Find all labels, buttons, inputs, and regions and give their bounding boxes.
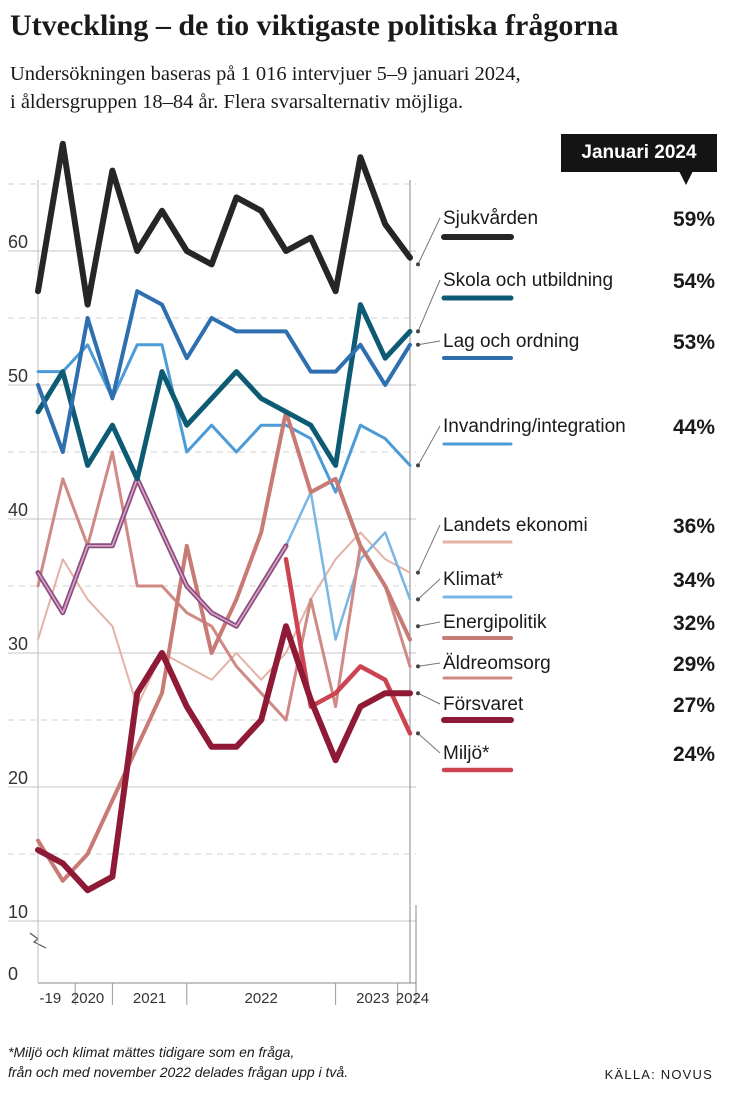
legend-leader-dot [416, 329, 420, 334]
period-badge: Januari 2024 [561, 134, 717, 172]
x-tick-label: 2024 [396, 990, 429, 1007]
series-line-4 [36, 343, 412, 494]
series-line-7 [36, 409, 412, 883]
x-tick-label: -19 [40, 990, 62, 1007]
legend-series-name: Sjukvården [443, 208, 538, 229]
x-tick-label: 2023 [356, 990, 389, 1007]
legend-series-name: Klimat* [443, 569, 504, 590]
chart-subtitle: Undersökningen baseras på 1 016 intervju… [10, 60, 730, 116]
legend: Sjukvården 59% Skola och utbildning 54% Lag … [416, 208, 715, 773]
legend-value-label: 29% [673, 653, 715, 676]
y-tick-label: 10 [8, 902, 28, 922]
series-line-8 [36, 450, 412, 722]
legend-series-name: Energipolitik [443, 612, 547, 633]
footnote-line-2: från och med november 2022 delades fråga… [8, 1064, 349, 1080]
legend-series-name: Skola och utbildning [443, 270, 613, 291]
series-line-2 [35, 302, 413, 482]
series-line-9 [35, 623, 413, 894]
y-tick-label: 0 [8, 964, 18, 984]
subtitle-line-1: Undersökningen baseras på 1 016 intervju… [10, 63, 521, 85]
legend-series-name: Äldreomsorg [443, 653, 551, 674]
series-line-1 [35, 140, 413, 308]
legend-series-name: Försvaret [443, 694, 524, 715]
x-tick-label: 2021 [133, 990, 166, 1007]
legend-leader-line [417, 425, 441, 466]
legend-series-name: Invandring/integration [443, 416, 626, 437]
line-chart: 0 10 20 30 40 50 60 -19 2020 2021 2022 2023 2024 Sju… [8, 140, 715, 1007]
series-line-inner-stripe [37, 477, 287, 628]
series-line-11 [35, 476, 289, 629]
axis-break-mark [29, 932, 47, 949]
y-tick-label: 50 [8, 366, 28, 386]
series-line-6 [284, 490, 412, 641]
gridlines [8, 183, 416, 922]
y-tick-label: 40 [8, 500, 28, 520]
legend-value-label: 44% [673, 416, 715, 439]
y-tick-label: 20 [8, 768, 28, 788]
legend-leader-dot [416, 731, 420, 736]
footnote: *Miljö och klimat mättes tidigare som en… [8, 1042, 468, 1082]
legend-value-label: 54% [673, 270, 715, 293]
source-label: KÄLLA: NOVUS [604, 1067, 713, 1082]
legend-series-name: Lag och ordning [443, 331, 579, 352]
footnote-line-1: *Miljö och klimat mättes tidigare som en… [8, 1044, 295, 1060]
x-tick-label: 2020 [71, 990, 104, 1007]
legend-value-label: 27% [673, 694, 715, 717]
series-lines [35, 140, 413, 894]
legend-value-label: 32% [673, 612, 715, 635]
legend-leader-line [417, 621, 441, 627]
legend-leader-line [417, 279, 441, 332]
legend-leader-line [417, 692, 441, 705]
legend-leader-line [417, 217, 441, 265]
legend-leader-dot [416, 463, 420, 468]
chart-title: Utveckling – de tio viktigaste politiska… [10, 9, 619, 42]
x-tick-label: 2022 [245, 990, 278, 1007]
legend-leader-line [417, 524, 441, 573]
legend-value-label: 34% [673, 569, 715, 592]
legend-value-label: 24% [673, 743, 715, 766]
legend-leader-line [417, 733, 441, 754]
y-tick-label: 60 [8, 232, 28, 252]
legend-leader-dot [416, 597, 420, 602]
legend-value-label: 53% [673, 331, 715, 354]
axes: 0 10 20 30 40 50 60 -19 2020 2021 2022 2023 2024 [8, 180, 429, 1007]
y-tick-label: 30 [8, 634, 28, 654]
legend-leader-dot [416, 664, 420, 669]
series-line-10 [283, 556, 413, 736]
subtitle-line-2: i åldersgruppen 18–84 år. Flera svarsalt… [10, 91, 464, 113]
legend-value-label: 59% [673, 208, 715, 231]
legend-leader-dot [416, 691, 420, 696]
legend-series-name: Miljö* [443, 743, 490, 764]
legend-leader-line [417, 662, 441, 667]
badge-pointer [679, 171, 693, 185]
legend-leader-line [417, 340, 441, 346]
legend-value-label: 36% [673, 515, 715, 538]
legend-leader-dot [416, 262, 420, 267]
series-line-3 [36, 289, 412, 454]
series-line-5 [37, 531, 411, 708]
legend-leader-dot [416, 624, 420, 629]
legend-leader-line [417, 578, 441, 600]
legend-leader-dot [416, 342, 420, 347]
legend-series-name: Landets ekonomi [443, 515, 588, 536]
legend-leader-dot [416, 570, 420, 575]
